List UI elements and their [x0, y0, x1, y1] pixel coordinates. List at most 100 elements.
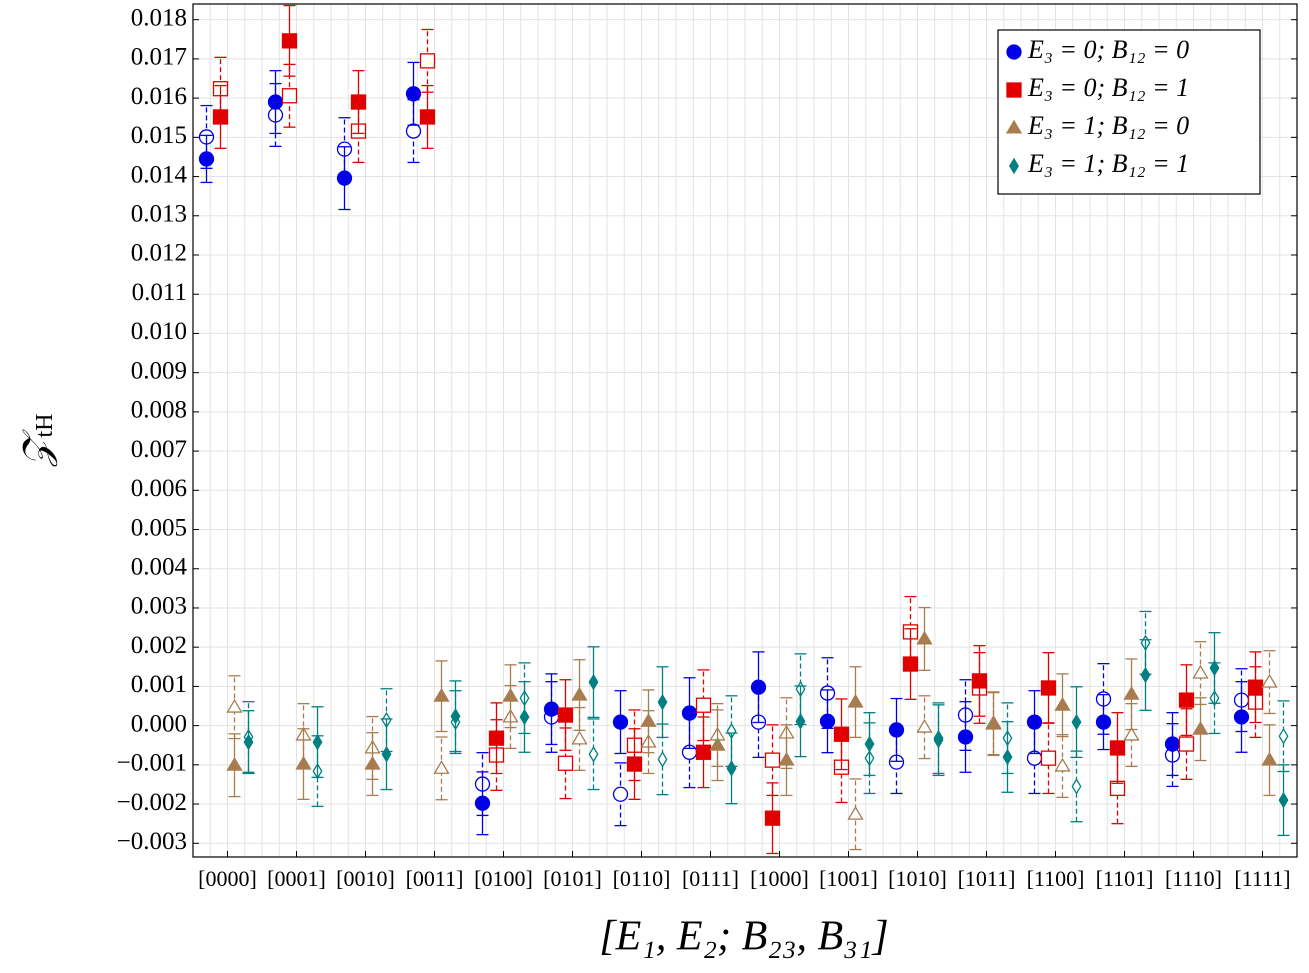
marker: [450, 707, 461, 725]
y-tick-label: 0.008: [131, 397, 187, 424]
marker: [916, 630, 933, 645]
x-axis-label: [E₁, E₂; B₂₃, B₃₁]: [599, 914, 888, 960]
marker: [419, 109, 436, 125]
marker: [281, 88, 298, 104]
error-point: [1277, 764, 1290, 837]
error-point: [380, 718, 393, 791]
marker: [888, 722, 905, 738]
error-point: [902, 628, 919, 700]
error-point: [336, 146, 353, 211]
marker: [681, 705, 698, 721]
marker: [1071, 778, 1082, 795]
marker: [1278, 791, 1289, 809]
marker: [640, 713, 657, 727]
marker: [381, 745, 392, 763]
marker: [847, 805, 864, 820]
marker: [502, 687, 519, 702]
error-point: [557, 679, 574, 751]
error-point: [819, 689, 836, 754]
error-point: [198, 134, 215, 184]
y-tick-label: 0.014: [131, 161, 188, 188]
marker: [1054, 696, 1071, 711]
marker: [833, 726, 850, 742]
marker: [764, 752, 781, 768]
marker: [1192, 720, 1209, 735]
error-point: [1054, 733, 1071, 799]
marker: [571, 730, 588, 745]
error-point: [764, 782, 781, 855]
error-point: [242, 710, 255, 775]
x-tick-label: [1000]: [750, 866, 809, 891]
marker: [557, 755, 574, 771]
x-tick-label: [1100]: [1027, 866, 1085, 891]
marker: [295, 755, 312, 770]
error-point: [1040, 722, 1057, 795]
error-point: [1001, 721, 1014, 793]
error-point: [1139, 639, 1152, 711]
marker: [1040, 750, 1057, 766]
marker: [1026, 714, 1043, 730]
legend-label: E₃ = 0; B₁₂ = 1: [1027, 73, 1189, 102]
marker: [243, 733, 254, 751]
marker: [657, 751, 668, 768]
marker: [916, 718, 933, 733]
error-point: [1109, 712, 1126, 784]
error-point: [794, 685, 807, 758]
marker: [985, 714, 1002, 729]
error-point: [916, 695, 933, 760]
marker: [198, 151, 215, 167]
marker: [1123, 726, 1140, 741]
marker: [1054, 757, 1071, 772]
error-point: [612, 690, 629, 755]
error-point: [778, 724, 795, 797]
error-point: [311, 706, 324, 779]
error-point: [1208, 632, 1221, 704]
marker: [1178, 736, 1195, 752]
marker: [612, 786, 629, 802]
x-tick-label: [1011]: [958, 866, 1016, 891]
error-point: [212, 84, 229, 149]
marker: [1071, 713, 1082, 731]
error-point: [364, 732, 381, 797]
marker: [778, 751, 795, 766]
error-point: [1040, 652, 1057, 724]
error-point: [750, 651, 767, 724]
marker: [1209, 659, 1220, 677]
error-point: [502, 664, 519, 729]
y-tick-label: 0.005: [131, 514, 187, 541]
marker: [709, 736, 726, 751]
marker: [1192, 664, 1209, 679]
error-point: [640, 689, 657, 754]
marker: [1109, 740, 1126, 756]
y-tick-label: −0.002: [117, 789, 187, 816]
error-point: [433, 736, 450, 801]
x-tick-label: [0000]: [198, 866, 257, 891]
error-point: [295, 728, 312, 800]
error-point: [1261, 724, 1278, 797]
y-tick-label: 0.007: [131, 436, 187, 463]
error-point: [1123, 658, 1140, 731]
x-tick-label: [0111]: [682, 866, 739, 891]
y-tick-label: 0.000: [131, 710, 187, 737]
y-tick-label: 0.003: [131, 593, 187, 620]
error-point: [1026, 690, 1043, 755]
y-tick-label: 0.011: [132, 279, 187, 306]
error-point: [1164, 712, 1181, 777]
legend-label: E₃ = 0; B₁₂ = 0: [1027, 35, 1189, 64]
y-tick-label: 0.001: [131, 671, 187, 698]
x-tick-label: [0100]: [474, 866, 533, 891]
marker: [957, 729, 974, 745]
x-tick-label: [1001]: [819, 866, 878, 891]
error-point: [226, 733, 243, 798]
y-axis-label: 𝒵tH: [16, 414, 58, 468]
y-tick-label: 0.004: [131, 553, 188, 580]
marker: [695, 697, 712, 713]
error-point: [518, 681, 531, 753]
error-point: [1192, 697, 1209, 762]
x-tick-label: [1101]: [1096, 866, 1154, 891]
y-tick-label: 0.016: [131, 83, 187, 110]
marker: [1233, 709, 1250, 725]
marker: [726, 760, 737, 777]
x-tick-label: [1110]: [1165, 866, 1222, 891]
